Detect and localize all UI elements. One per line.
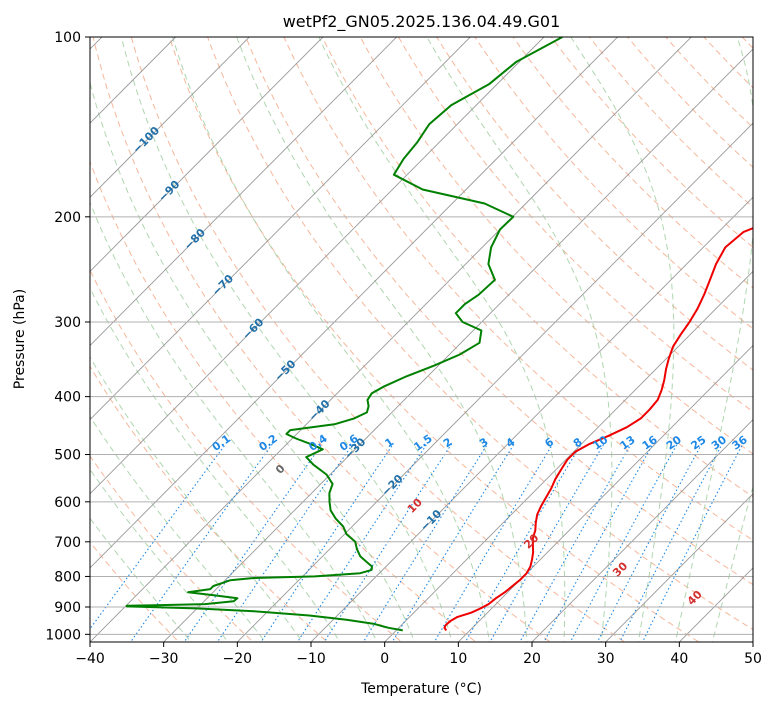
x-tick-label: 30 xyxy=(597,651,615,667)
y-tick-label: 900 xyxy=(54,600,81,616)
y-tick-label: 400 xyxy=(54,390,81,406)
isotherm-line xyxy=(236,122,753,642)
isotherm-line xyxy=(90,37,250,198)
moist-adiabat-line xyxy=(711,484,753,642)
y-axis-title: Pressure (hPa) xyxy=(12,289,28,389)
mixing-ratio-line xyxy=(543,443,654,642)
moist-adiabat-line xyxy=(90,81,416,642)
moist-adiabat-line xyxy=(570,37,675,642)
moist-adiabat-line xyxy=(318,37,566,642)
x-tick-label: −30 xyxy=(149,651,179,667)
y-tick-label: 600 xyxy=(54,495,81,511)
isotherm-line xyxy=(90,37,692,642)
y-tick-label: 200 xyxy=(54,210,81,226)
mixing-ratio-line xyxy=(362,443,489,642)
moist-adiabat-line xyxy=(236,37,528,642)
isotherm-line xyxy=(90,37,619,569)
temperature-profile-line xyxy=(443,227,753,631)
dry-adiabat-line xyxy=(168,37,700,642)
x-tick-label: −20 xyxy=(223,651,253,667)
dry-adiabat-line xyxy=(397,37,753,413)
y-tick-label: 700 xyxy=(54,535,81,551)
dry-adiabat-line xyxy=(436,37,753,371)
x-tick-label: 0 xyxy=(380,651,389,667)
mixing-ratio-line xyxy=(519,443,632,642)
x-tick-label: 40 xyxy=(670,651,688,667)
moist-adiabat-line xyxy=(90,415,267,642)
moist-adiabat-line xyxy=(426,37,613,642)
mixing-ratio-line xyxy=(323,443,453,642)
x-axis-title: Temperature (°C) xyxy=(360,681,482,697)
y-tick-label: 100 xyxy=(54,30,81,46)
dry-adiabat-line xyxy=(90,365,329,642)
y-tick-label: 300 xyxy=(54,315,81,331)
isotherm-line xyxy=(605,493,753,642)
dry-adiabat-line xyxy=(90,269,403,642)
mixing-ratio-line xyxy=(296,443,428,642)
dry-adiabat-line xyxy=(512,37,753,289)
y-tick-label: 800 xyxy=(54,569,81,585)
mixing-ratio-line xyxy=(489,443,605,642)
moist-adiabat-line xyxy=(674,37,753,642)
moist-adiabat-line xyxy=(90,286,341,642)
moist-adiabat-line xyxy=(172,37,490,642)
mixing-ratio-line xyxy=(129,443,273,642)
isotherm-line xyxy=(90,37,324,273)
isotherm-line xyxy=(457,344,753,642)
moist-adiabat-line xyxy=(120,37,453,642)
isotherm-line xyxy=(384,270,753,642)
dry-adiabat-line xyxy=(90,160,477,642)
isotherm-line xyxy=(310,196,753,642)
chart-title: wetPf2_GN05.2025.136.04.49.G01 xyxy=(283,12,561,32)
dry-adiabat-line xyxy=(92,37,552,642)
pressure-grid xyxy=(90,37,753,635)
mixing-ratio-line xyxy=(391,443,515,642)
dry-adiabat-line xyxy=(474,37,753,330)
mixing-ratio-line xyxy=(464,443,582,642)
x-tick-label: 10 xyxy=(449,651,467,667)
x-tick-label: 20 xyxy=(523,651,541,667)
isotherm-line xyxy=(90,37,545,495)
y-tick-label: 500 xyxy=(54,448,81,464)
dry-adiabat-line xyxy=(207,37,753,631)
isotherm-line xyxy=(531,419,753,642)
x-tick-label: 50 xyxy=(744,651,762,667)
background-lines xyxy=(90,37,753,642)
isotherm-line xyxy=(90,37,398,347)
mixing-ratio-line xyxy=(569,443,678,642)
isotherm-line xyxy=(90,37,471,421)
dewpoint-profile-line xyxy=(125,37,563,632)
x-tick-label: −40 xyxy=(75,651,105,667)
mixing-ratio-line xyxy=(596,443,703,642)
x-tick-label: −10 xyxy=(296,651,326,667)
mixing-ratio-line xyxy=(260,443,394,642)
mixing-ratio-line xyxy=(216,443,354,642)
plot-frame xyxy=(89,36,754,643)
dry-adiabat-line xyxy=(359,37,753,455)
isotherm-line xyxy=(90,37,177,124)
axes: −40 −30 −20 −10 0 10 20 30 40 50 100 200 300 400 500 60… xyxy=(45,30,762,667)
profiles xyxy=(125,37,753,632)
y-tick-label: 1000 xyxy=(45,627,81,643)
mixing-ratio-line xyxy=(433,443,554,642)
moist-adiabat-line xyxy=(90,201,378,642)
